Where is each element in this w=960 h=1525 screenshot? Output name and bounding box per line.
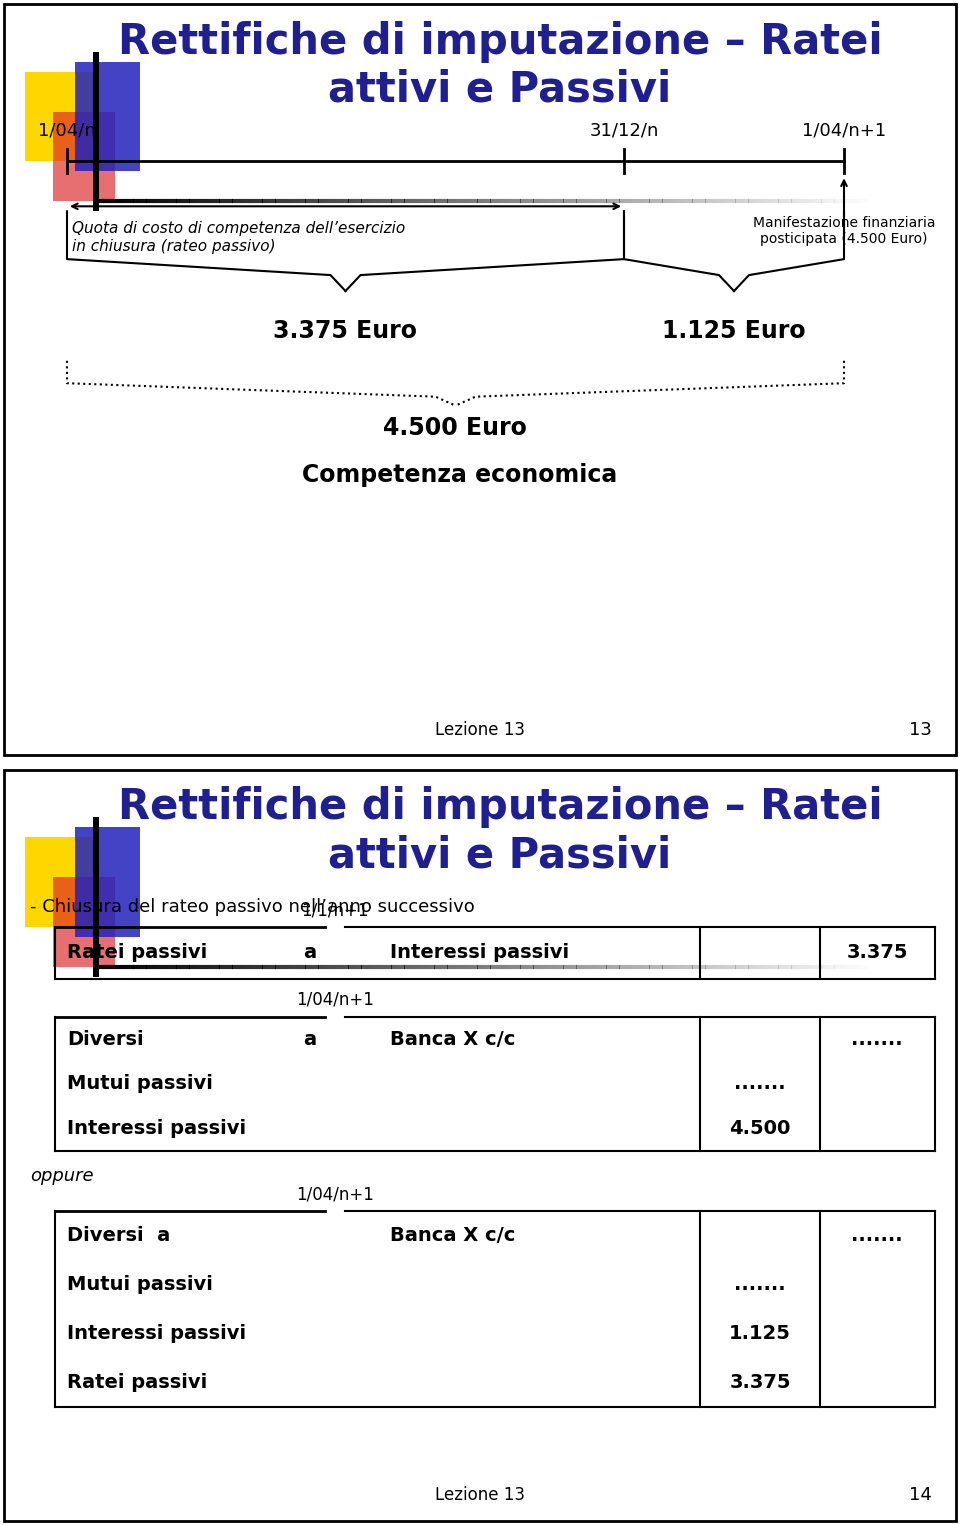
Text: - Chiusura del rateo passivo nell’anno successivo: - Chiusura del rateo passivo nell’anno s… xyxy=(30,898,475,917)
Text: Competenza economica: Competenza economica xyxy=(302,464,617,488)
Text: a: a xyxy=(303,944,317,962)
Text: 3.375: 3.375 xyxy=(847,944,908,962)
Text: 1/04/n+1: 1/04/n+1 xyxy=(802,122,886,139)
Bar xyxy=(93,817,99,978)
Text: 13: 13 xyxy=(908,720,931,738)
Text: .......: ....... xyxy=(734,1275,786,1295)
Bar xyxy=(53,877,115,967)
Text: 1/04/n+1: 1/04/n+1 xyxy=(296,991,374,1008)
Text: attivi e Passivi: attivi e Passivi xyxy=(328,69,672,111)
Text: Rettifiche di imputazione – Ratei: Rettifiche di imputazione – Ratei xyxy=(118,21,882,63)
Text: Rettifiche di imputazione – Ratei: Rettifiche di imputazione – Ratei xyxy=(118,787,882,828)
Bar xyxy=(25,72,97,162)
Text: 4.500: 4.500 xyxy=(730,1119,791,1138)
Text: 1/1/n+1: 1/1/n+1 xyxy=(301,901,369,920)
Text: Interessi passivi: Interessi passivi xyxy=(390,944,569,962)
Text: Interessi passivi: Interessi passivi xyxy=(67,1324,246,1344)
Bar xyxy=(53,111,115,201)
Text: 3.375: 3.375 xyxy=(730,1374,791,1392)
Text: .......: ....... xyxy=(852,1226,902,1244)
Bar xyxy=(25,837,97,927)
Text: Lezione 13: Lezione 13 xyxy=(435,720,525,738)
Bar xyxy=(75,828,140,936)
Text: attivi e Passivi: attivi e Passivi xyxy=(328,834,672,877)
Text: 3.375 Euro: 3.375 Euro xyxy=(273,319,417,343)
Text: Mutui passivi: Mutui passivi xyxy=(67,1075,213,1093)
Text: Diversi: Diversi xyxy=(67,1029,144,1049)
Text: Manifestazione finanziaria
posticipata (4.500 Euro): Manifestazione finanziaria posticipata (… xyxy=(753,217,935,247)
Text: Mutui passivi: Mutui passivi xyxy=(67,1275,213,1295)
Text: a: a xyxy=(303,1029,317,1049)
Text: 1.125: 1.125 xyxy=(729,1324,791,1344)
Bar xyxy=(75,63,140,171)
Text: 1/04/n+1: 1/04/n+1 xyxy=(296,1185,374,1203)
Text: Banca X c/c: Banca X c/c xyxy=(390,1029,516,1049)
Text: Ratei passivi: Ratei passivi xyxy=(67,1374,207,1392)
Text: 14: 14 xyxy=(908,1485,931,1504)
Text: Diversi  a: Diversi a xyxy=(67,1226,170,1244)
Text: Lezione 13: Lezione 13 xyxy=(435,1485,525,1504)
Bar xyxy=(93,52,99,212)
Text: 1/04/n: 1/04/n xyxy=(38,122,96,139)
Text: Interessi passivi: Interessi passivi xyxy=(67,1119,246,1138)
Text: oppure: oppure xyxy=(30,1167,94,1185)
Text: Banca X c/c: Banca X c/c xyxy=(390,1226,516,1244)
Text: Quota di costo di competenza dell’esercizio
in chiusura (rateo passivo): Quota di costo di competenza dell’eserci… xyxy=(72,221,405,253)
Text: .......: ....... xyxy=(734,1075,786,1093)
Text: 31/12/n: 31/12/n xyxy=(589,122,659,139)
Text: 4.500 Euro: 4.500 Euro xyxy=(383,416,527,439)
Text: 1.125 Euro: 1.125 Euro xyxy=(662,319,805,343)
Text: Ratei passivi: Ratei passivi xyxy=(67,944,207,962)
Text: .......: ....... xyxy=(852,1029,902,1049)
